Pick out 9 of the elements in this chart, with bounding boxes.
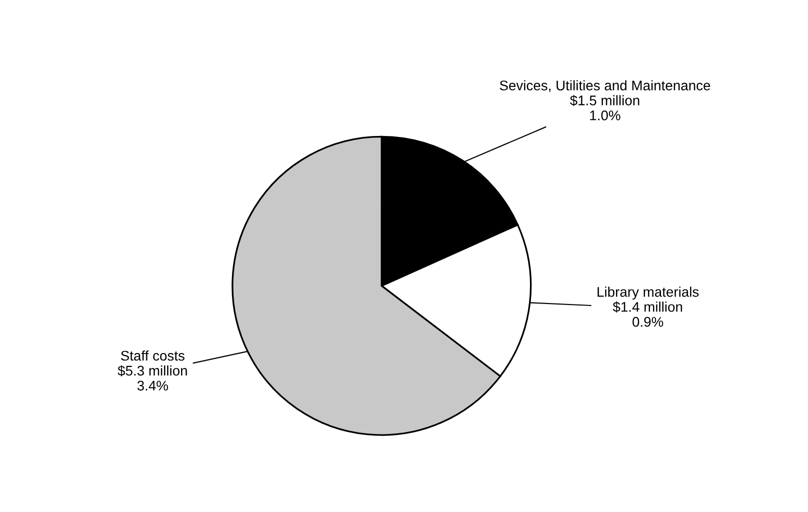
slice-label: Staff costs — [121, 350, 184, 361]
data-label: $1.5 million — [570, 94, 640, 106]
slice-label: Library materials — [598, 286, 699, 300]
text: 0.9% — [632, 316, 664, 327]
text: 1.0% — [590, 110, 620, 120]
data-label: $1.4 million — [612, 301, 682, 313]
data-label: $5.3 million — [118, 365, 187, 376]
slice-label: Sevices, Utilities and Maintenance — [500, 80, 710, 92]
text: 3.4% — [137, 380, 168, 391]
